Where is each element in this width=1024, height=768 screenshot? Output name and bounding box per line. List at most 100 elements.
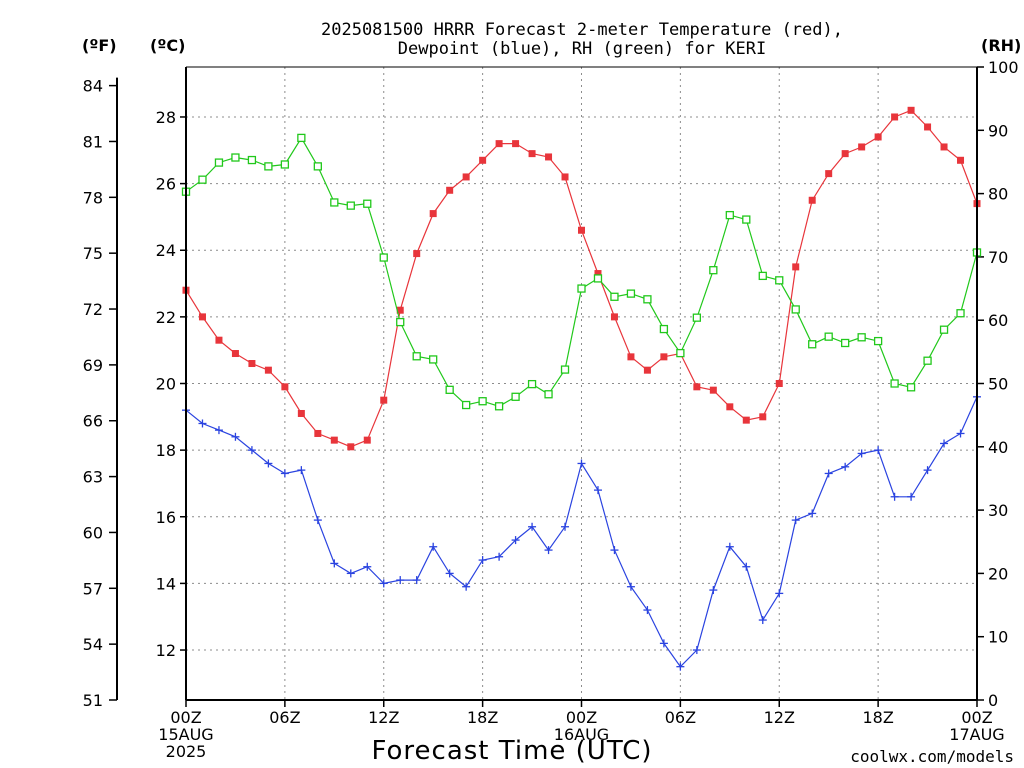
dewpoint-point	[429, 542, 438, 551]
rh-point	[610, 292, 619, 301]
rh-point	[544, 390, 553, 399]
rh-point	[906, 383, 916, 392]
chart-title-line1: 2025081500 HRRR Forecast 2-meter Tempera…	[321, 20, 843, 40]
dewpoint-point	[297, 466, 306, 475]
fahrenheit-tick-label: 81	[83, 132, 103, 151]
dewpoint-point	[330, 559, 339, 568]
rh-point	[890, 379, 899, 388]
dewpoint-point	[692, 646, 701, 655]
rh-tick-label: 80	[988, 185, 1008, 204]
credit-text: coolwx.com/models	[850, 747, 1014, 766]
temperature-point	[495, 140, 503, 148]
temperature-point	[907, 106, 915, 114]
temperature-point	[330, 436, 338, 444]
rh-point	[363, 199, 372, 208]
dewpoint-point	[940, 439, 949, 448]
time-tick-label: 2025	[166, 742, 207, 761]
time-tick-label: 00Z	[961, 708, 992, 727]
rh-point	[824, 332, 833, 341]
rh-point	[593, 274, 603, 283]
celsius-tick-label: 28	[156, 108, 176, 127]
dewpoint-point	[577, 459, 586, 468]
fahrenheit-tick-label: 75	[83, 244, 103, 263]
temperature-point	[660, 353, 668, 361]
temperature-point	[726, 403, 734, 411]
celsius-tick-label: 18	[156, 441, 176, 460]
temperature-point	[413, 250, 421, 258]
temperature-point	[693, 383, 701, 391]
dewpoint-point	[379, 579, 388, 588]
dewpoint-point	[346, 569, 355, 578]
rh-point	[494, 402, 504, 411]
fahrenheit-tick-label: 66	[83, 412, 103, 431]
dewpoint-point	[857, 449, 866, 458]
rh-point	[577, 284, 586, 293]
temperature-point	[792, 263, 800, 271]
dewpoint-point	[412, 576, 421, 585]
rh-tick-label: 50	[988, 375, 1008, 394]
dewpoint-point	[231, 432, 240, 441]
time-tick-label: 16AUG	[554, 725, 609, 744]
temperature-point	[627, 353, 635, 361]
fahrenheit-tick-label: 72	[83, 300, 103, 319]
temperature-point	[825, 170, 833, 178]
celsius-axis: 12 14 16 18 20 22 24 26 28	[156, 108, 186, 660]
rh-point	[775, 276, 784, 285]
dewpoint-point	[758, 616, 767, 625]
rh-point	[857, 333, 866, 342]
x-axis-label: Forecast Time (UTC)	[371, 736, 652, 766]
rh-tick-label: 10	[988, 628, 1008, 647]
temperature-point	[297, 409, 305, 417]
rh-point	[330, 198, 339, 207]
temperature-point	[545, 153, 553, 161]
dewpoint-point	[725, 542, 734, 551]
rh-tick-label: 70	[988, 248, 1008, 267]
rh-point	[429, 355, 438, 364]
chart-gridlines	[186, 67, 977, 700]
temperature-point	[874, 133, 882, 141]
temperature-point	[957, 156, 965, 164]
rh-point	[676, 348, 685, 358]
rh-point	[791, 305, 800, 314]
fahrenheit-tick-label: 63	[83, 468, 103, 487]
rh-point	[808, 340, 817, 349]
rh-point	[643, 295, 652, 304]
rh-point	[214, 158, 224, 167]
celsius-tick-label: 12	[156, 641, 176, 660]
fahrenheit-tick-label: 69	[83, 356, 103, 375]
temperature-point	[924, 123, 932, 131]
rh-point	[692, 313, 702, 322]
dewpoint-point	[478, 556, 487, 565]
rh-point	[198, 175, 207, 184]
fahrenheit-tick-label: 57	[83, 579, 103, 598]
dewpoint-point	[544, 546, 553, 555]
fahrenheit-tick-label: 51	[83, 691, 103, 710]
time-tick-label: 12Z	[368, 708, 399, 727]
dewpoint-point	[791, 516, 800, 525]
rh-axis: 0 10 20 30 40 50 60 70 80 90 100	[977, 58, 1019, 710]
rh-tick-label: 0	[988, 691, 998, 710]
rh-tick-label: 90	[988, 121, 1008, 140]
rh-point	[626, 289, 636, 298]
dewpoint-point	[511, 536, 520, 545]
fahrenheit-tick-label: 60	[83, 523, 103, 542]
chart-series	[181, 106, 982, 671]
temperature-point	[215, 336, 223, 344]
celsius-tick-label: 26	[156, 175, 176, 194]
rh-point	[841, 338, 850, 348]
time-tick-label: 17AUG	[949, 725, 1004, 744]
dewpoint-point	[396, 576, 405, 585]
rh-point	[461, 400, 471, 410]
dewpoint-point	[313, 516, 322, 525]
temperature-point	[380, 396, 388, 404]
temperature-point	[512, 140, 520, 148]
time-tick-label: 06Z	[665, 708, 696, 727]
fahrenheit-tick-label: 54	[83, 635, 103, 654]
temperature-point	[808, 196, 816, 204]
temperature-point	[314, 429, 322, 437]
temperature-point	[759, 413, 767, 421]
rh-point	[231, 153, 240, 162]
dewpoint-point	[462, 582, 471, 591]
dewpoint-point	[742, 562, 751, 571]
